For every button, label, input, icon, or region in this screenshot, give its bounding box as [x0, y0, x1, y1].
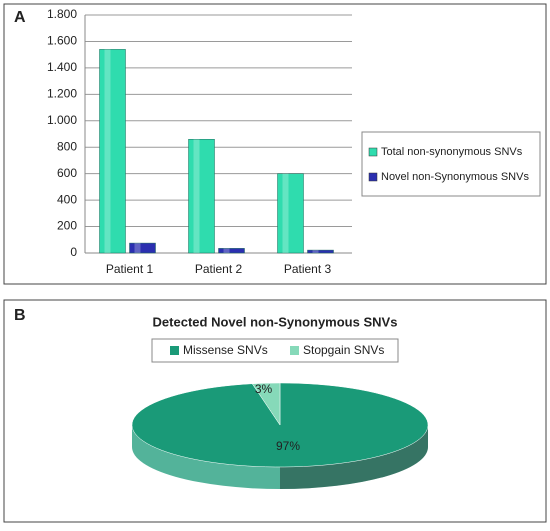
chart-title: Detected Novel non-Synonymous SNVs	[153, 314, 398, 329]
legend-swatch	[368, 147, 378, 157]
x-tick-label: Patient 3	[284, 262, 332, 276]
y-tick-label: 1.400	[47, 60, 77, 74]
legend-label: Total non-synonymous SNVs	[381, 146, 523, 158]
bar	[99, 49, 126, 254]
legend-box	[361, 131, 541, 197]
panel-label: A	[14, 9, 26, 26]
pie-slice	[251, 382, 281, 426]
bar	[307, 249, 334, 254]
y-tick-label: 1.600	[47, 34, 77, 48]
y-tick-label: 1.800	[47, 7, 77, 21]
data-label: 97%	[276, 439, 300, 453]
y-tick-label: 400	[57, 192, 77, 206]
bar-shine	[134, 243, 141, 253]
legend-box	[151, 338, 399, 363]
legend-swatch	[368, 172, 378, 182]
pie-side-shade	[280, 425, 428, 489]
bar-shine	[104, 49, 111, 253]
y-tick-label: 1.200	[47, 87, 77, 101]
y-tick-label: 0	[70, 245, 77, 259]
y-tick-label: 600	[57, 166, 77, 180]
bar-shine	[282, 173, 289, 253]
x-tick-label: Patient 1	[106, 262, 154, 276]
x-tick-label: Patient 2	[195, 262, 243, 276]
y-tick-label: 1.000	[47, 113, 77, 127]
legend-label: Missense SNVs	[183, 343, 268, 357]
bar	[129, 242, 156, 254]
legend-label: Stopgain SNVs	[303, 343, 384, 357]
legend-swatch	[290, 346, 299, 355]
panel-label: B	[14, 307, 26, 324]
legend-label: Novel non-Synonymous SNVs	[381, 171, 529, 183]
bar	[188, 139, 215, 254]
bar	[277, 173, 304, 254]
y-tick-label: 800	[57, 139, 77, 153]
y-tick-label: 200	[57, 219, 77, 233]
data-label: 3%	[255, 382, 273, 396]
bar-shine	[223, 248, 230, 253]
bar-shine	[193, 139, 200, 253]
legend-swatch	[170, 346, 179, 355]
bar	[218, 248, 245, 254]
bar-shine	[312, 250, 319, 253]
